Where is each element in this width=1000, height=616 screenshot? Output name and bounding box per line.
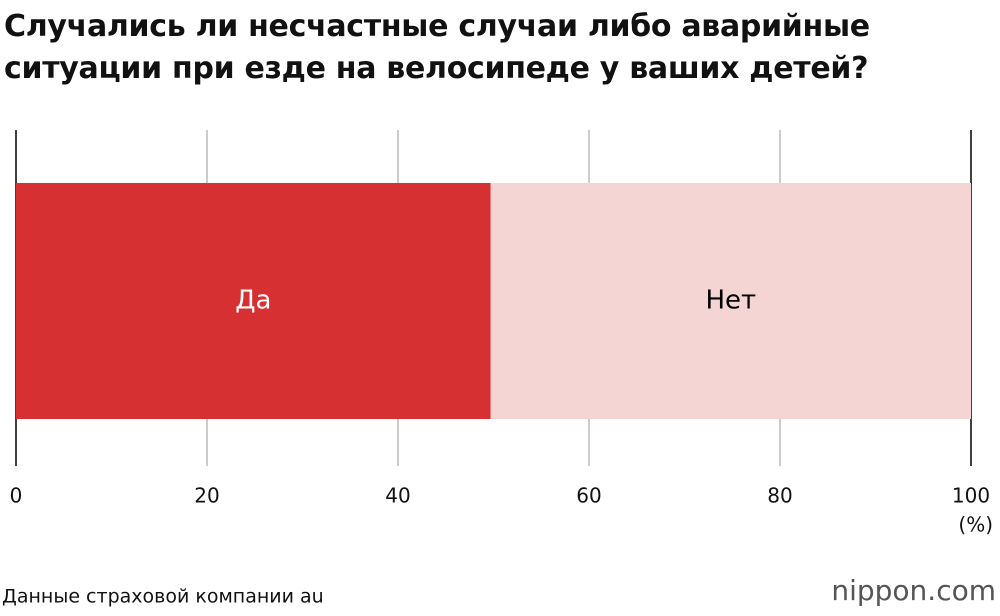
bar-segment [490,183,971,419]
x-tick-label: 40 [385,484,410,508]
bar-segment [16,183,491,419]
source: Данные страховой компании au [2,586,324,608]
logo: nippon.com [831,574,996,607]
x-tick-label: 100 [952,484,990,508]
chart-title: Случались ли несчастные случаи либо авар… [4,9,870,86]
x-tick-label: 80 [767,484,792,508]
x-tick-label: 0 [10,484,23,508]
segment-label: Да [235,286,271,316]
segment-label: Нет [705,286,756,316]
x-tick-label: 20 [194,484,219,508]
unit-label: (%) [958,513,993,537]
x-tick-label: 60 [576,484,601,508]
